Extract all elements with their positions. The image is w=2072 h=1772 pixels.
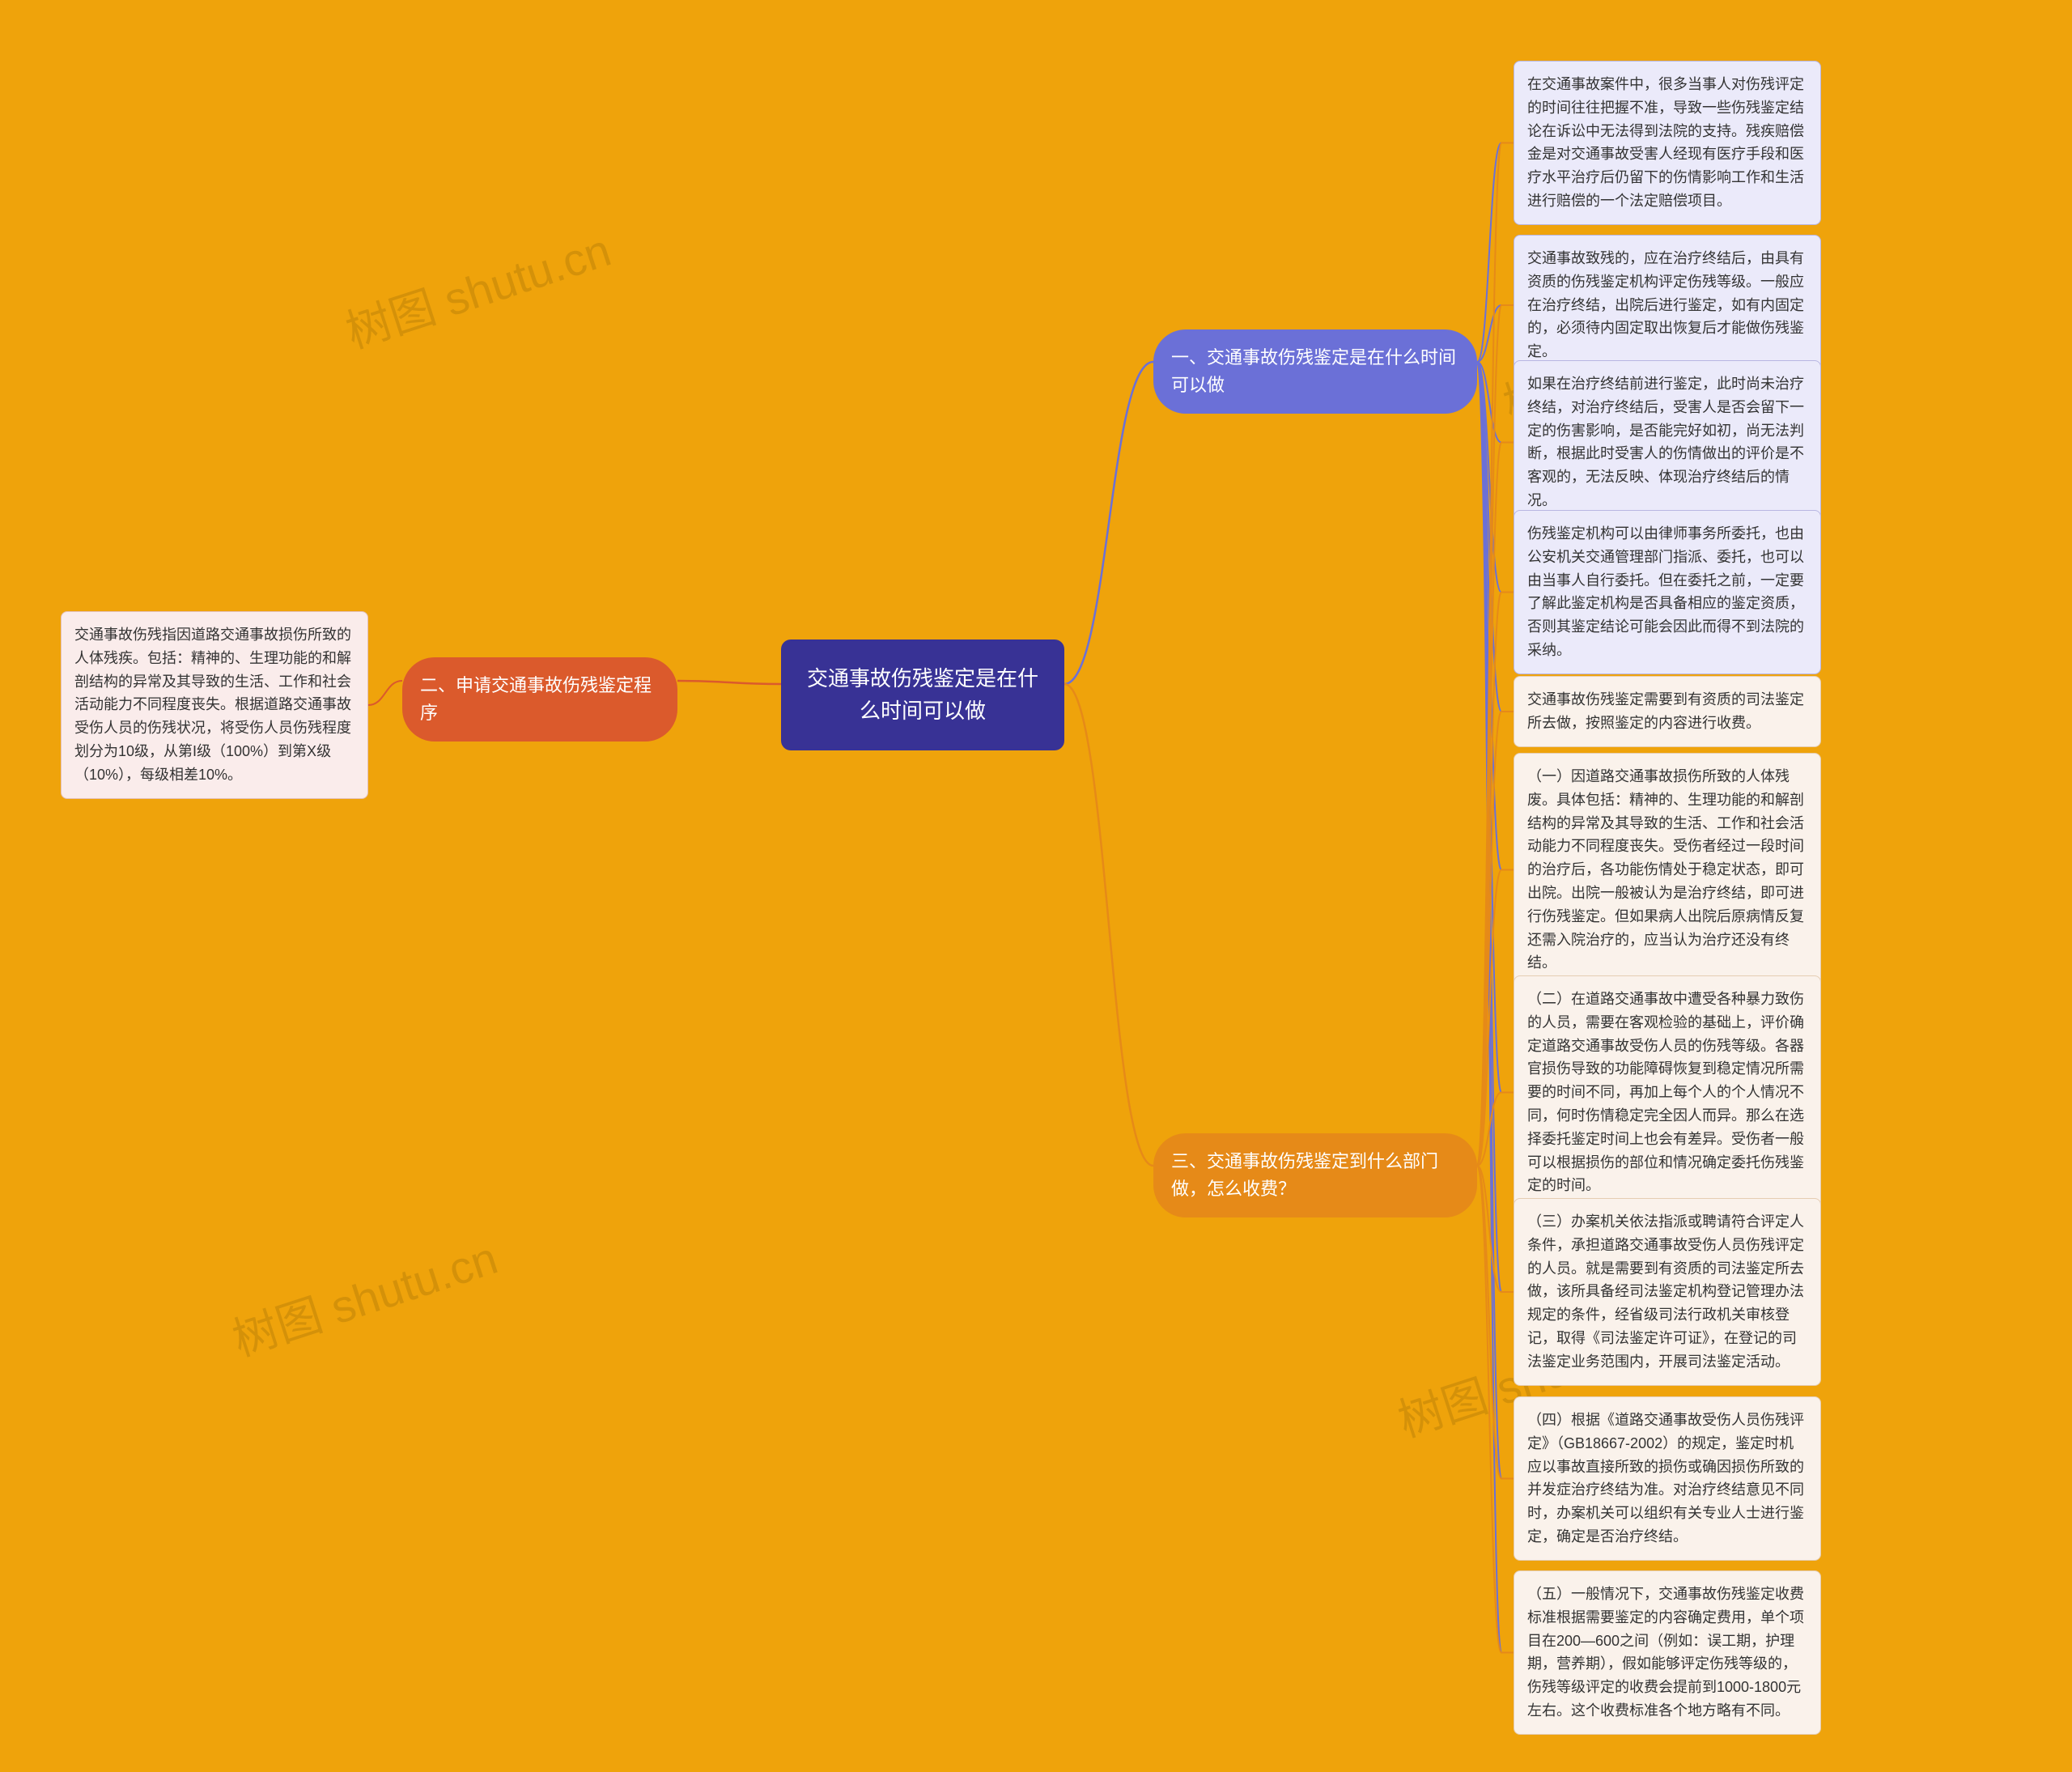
leaf-node: （二）在道路交通事故中遭受各种暴力致伤的人员，需要在客观检验的基础上，评价确定道… [1514, 975, 1821, 1209]
branch-node-2: 二、申请交通事故伤残鉴定程序 [402, 657, 677, 742]
watermark: 树图 shutu.cn [337, 215, 618, 362]
leaf-node: （四）根据《道路交通事故受伤人员伤残评定》（GB18667-2002）的规定，鉴… [1514, 1396, 1821, 1561]
leaf-node: （五）一般情况下，交通事故伤残鉴定收费标准根据需要鉴定的内容确定费用，单个项目在… [1514, 1570, 1821, 1735]
branch-node-3: 三、交通事故伤残鉴定到什么部门做，怎么收费？ [1153, 1133, 1477, 1217]
watermark: 树图 shutu.cn [223, 1222, 505, 1370]
leaf-node: 交通事故致残的，应在治疗终结后，由具有资质的伤残鉴定机构评定伤残等级。一般应在治… [1514, 235, 1821, 376]
leaf-node: 如果在治疗终结前进行鉴定，此时尚未治疗终结，对治疗终结后，受害人是否会留下一定的… [1514, 360, 1821, 525]
branch-node-1: 一、交通事故伤残鉴定是在什么时间可以做 [1153, 329, 1477, 414]
leaf-node: （一）因道路交通事故损伤所致的人体残废。具体包括：精神的、生理功能的和解剖结构的… [1514, 753, 1821, 987]
leaf-node: 交通事故伤残指因道路交通事故损伤所致的人体残疾。包括：精神的、生理功能的和解剖结… [61, 611, 368, 799]
leaf-node: 在交通事故案件中，很多当事人对伤残评定的时间往往把握不准，导致一些伤残鉴定结论在… [1514, 61, 1821, 225]
leaf-node: 交通事故伤残鉴定需要到有资质的司法鉴定所去做，按照鉴定的内容进行收费。 [1514, 676, 1821, 747]
center-node: 交通事故伤残鉴定是在什么时间可以做 [781, 640, 1064, 750]
leaf-node: 伤残鉴定机构可以由律师事务所委托，也由公安机关交通管理部门指派、委托，也可以由当… [1514, 510, 1821, 674]
leaf-node: （三）办案机关依法指派或聘请符合评定人条件，承担道路交通事故受伤人员伤残评定的人… [1514, 1198, 1821, 1386]
